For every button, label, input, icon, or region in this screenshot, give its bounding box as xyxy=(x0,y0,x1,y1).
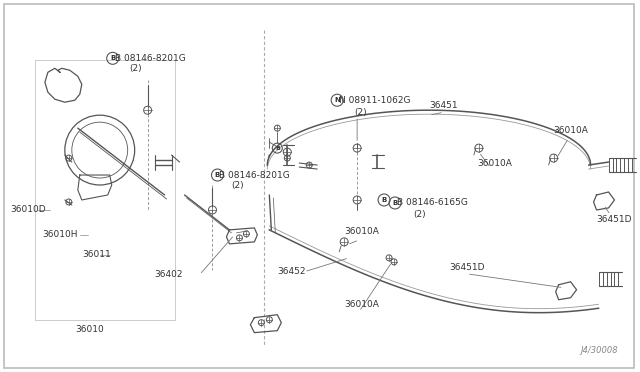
Text: (2): (2) xyxy=(232,180,244,189)
FancyBboxPatch shape xyxy=(4,4,634,368)
Text: 36010: 36010 xyxy=(75,325,104,334)
Text: B 08146-8201G: B 08146-8201G xyxy=(220,170,290,180)
Text: B: B xyxy=(215,172,220,178)
Text: N: N xyxy=(334,97,340,103)
Text: 36010D: 36010D xyxy=(10,205,45,214)
Text: 36010H: 36010H xyxy=(42,230,77,239)
Text: 36451: 36451 xyxy=(429,101,458,110)
Text: B 08146-8201G: B 08146-8201G xyxy=(115,54,186,63)
Text: 36451D: 36451D xyxy=(449,263,484,272)
Text: 36011: 36011 xyxy=(82,250,111,259)
Text: J4/30008: J4/30008 xyxy=(581,346,618,355)
Text: B: B xyxy=(110,55,115,61)
Text: 36010A: 36010A xyxy=(477,158,512,167)
Text: B 08146-6165G: B 08146-6165G xyxy=(397,198,468,208)
Text: B: B xyxy=(392,200,397,206)
Text: 36402: 36402 xyxy=(155,270,183,279)
Text: 36451D: 36451D xyxy=(596,215,632,224)
Text: 36010A: 36010A xyxy=(344,227,379,236)
Text: 36452: 36452 xyxy=(277,267,306,276)
Text: (2): (2) xyxy=(354,108,367,117)
Text: 36010A: 36010A xyxy=(344,300,379,309)
Text: (2): (2) xyxy=(413,211,426,219)
Text: B: B xyxy=(275,145,280,151)
Text: N 08911-1062G: N 08911-1062G xyxy=(339,96,411,105)
Text: (2): (2) xyxy=(130,64,142,73)
Text: 36010A: 36010A xyxy=(554,126,589,135)
Text: B: B xyxy=(381,197,387,203)
